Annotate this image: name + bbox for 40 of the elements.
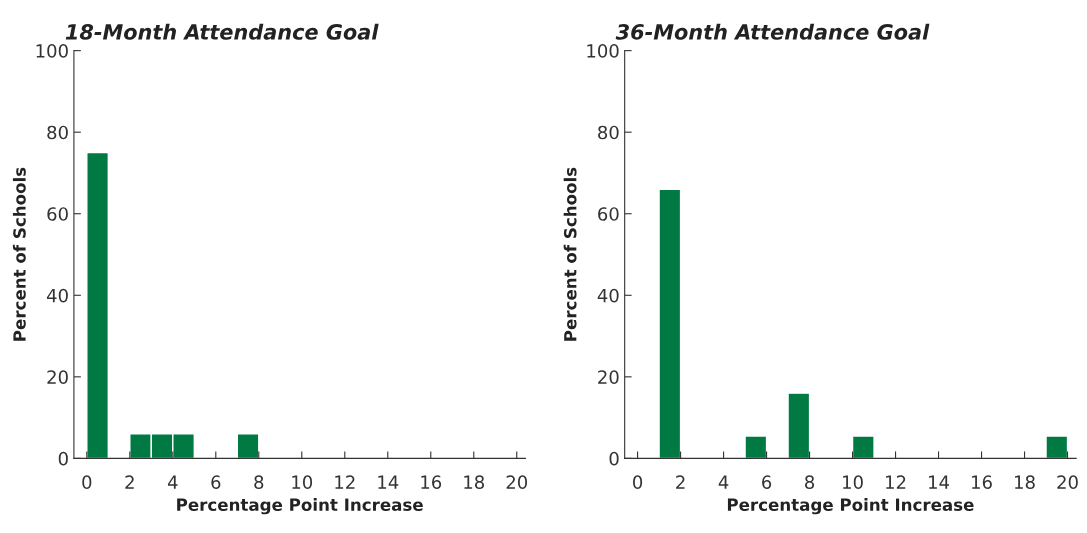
x-tick-label: 18 xyxy=(464,475,485,490)
y-tick-label: 80 xyxy=(47,125,68,140)
x-axis-title: Percentage Point Increase xyxy=(177,498,423,515)
x-tick-label: 16 xyxy=(972,475,992,490)
x-tick-label: 16 xyxy=(421,475,442,490)
x-tick-label: 20 xyxy=(506,475,528,490)
y-axis-title: Percent of Schools xyxy=(12,167,26,341)
x-tick-label: 8 xyxy=(254,475,264,490)
x-tick-label: 14 xyxy=(929,475,950,489)
x-tick-label: 4 xyxy=(167,475,178,489)
x-tick-label: 18 xyxy=(1015,475,1035,490)
x-tick-label: 10 xyxy=(292,475,313,490)
y-axis-title: Percent of Schools xyxy=(563,167,577,341)
x-tick-label: 20 xyxy=(1057,475,1078,490)
x-tick-label: 8 xyxy=(805,475,815,490)
y-tick-label: 0 xyxy=(58,451,68,466)
y-tick-label: 20 xyxy=(47,370,68,384)
y-tick-label: 40 xyxy=(46,288,68,303)
y-tick-label: 60 xyxy=(598,207,619,221)
x-tick-label: 14 xyxy=(378,475,399,489)
y-tick-label: 60 xyxy=(47,207,68,221)
x-axis-title: Percentage Point Increase xyxy=(727,498,974,515)
y-tick-label: 80 xyxy=(598,125,619,140)
x-tick-label: 0 xyxy=(82,475,92,490)
y-tick-label: 20 xyxy=(598,370,619,384)
x-tick-label: 6 xyxy=(211,475,221,490)
y-tick-label: 40 xyxy=(597,288,619,303)
x-tick-label: 12 xyxy=(335,475,355,489)
x-tick-label: 2 xyxy=(125,475,134,489)
y-tick-label: 100 xyxy=(587,44,619,58)
chart-title: 18-Month Attendance Goal xyxy=(65,23,379,40)
x-tick-label: 6 xyxy=(762,475,772,490)
x-tick-label: 2 xyxy=(676,475,685,489)
x-tick-label: 12 xyxy=(886,475,906,489)
x-tick-label: 10 xyxy=(843,475,863,490)
y-tick-label: 100 xyxy=(36,44,68,58)
x-tick-label: 0 xyxy=(633,475,643,490)
y-tick-label: 0 xyxy=(609,451,619,466)
x-tick-label: 4 xyxy=(718,475,729,489)
chart-title: 36-Month Attendance Goal xyxy=(615,23,930,40)
